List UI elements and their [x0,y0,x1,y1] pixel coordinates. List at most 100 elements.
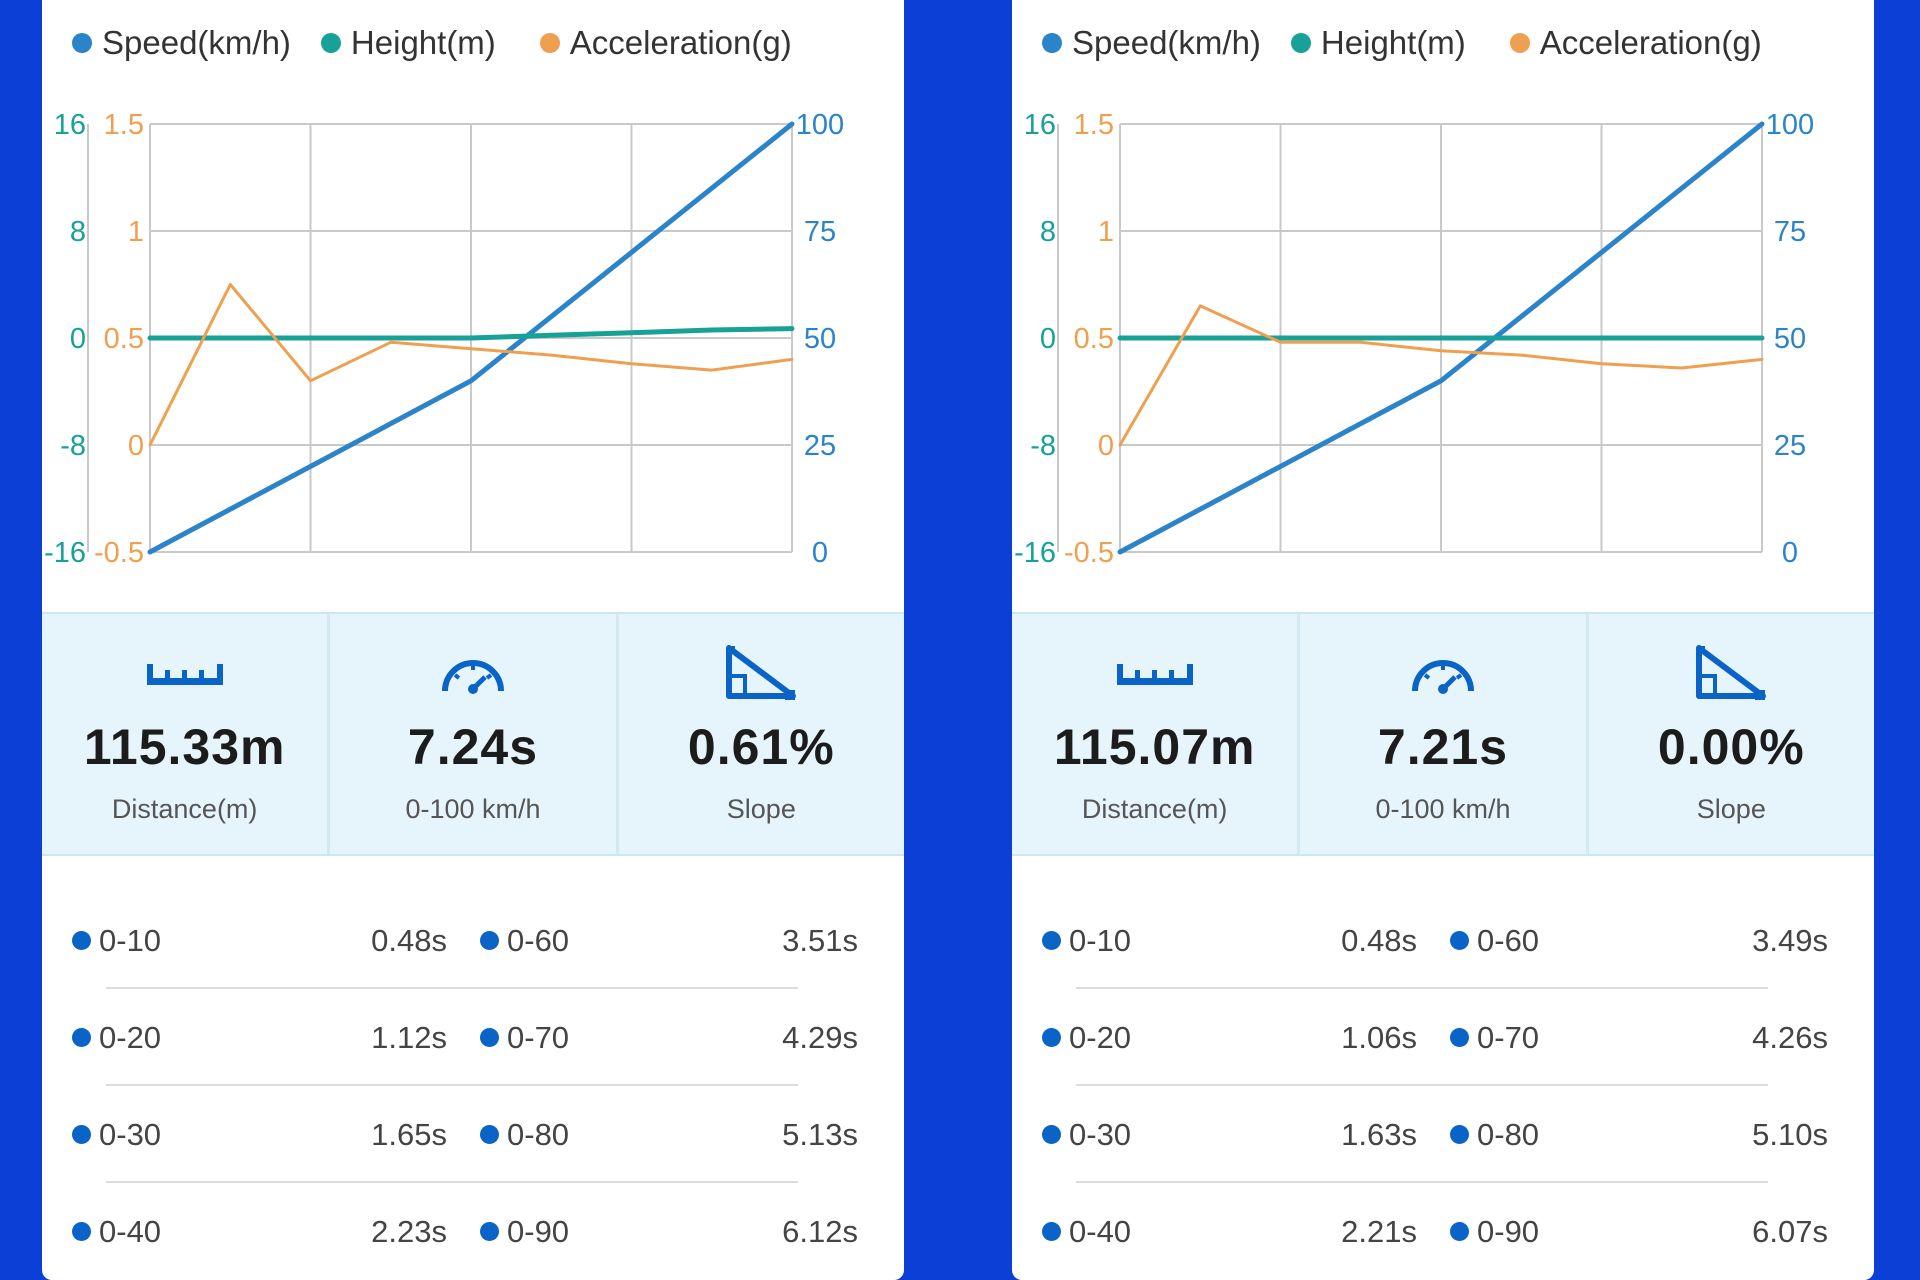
split-range: 0-60 [507,922,570,958]
split-bullet [1042,1222,1061,1241]
split-range: 0-40 [99,1213,162,1249]
split-cell: 0-70 4.29s [480,1020,858,1056]
legend-speed[interactable]: Speed(km/h) [1042,24,1261,62]
split-bullet [480,1125,499,1144]
split-bullet [1042,1125,1061,1144]
split-time: 3.49s [1752,922,1828,958]
split-bullet [1042,931,1061,950]
acceleration-tick-label: 0.5 [1074,323,1114,355]
acceleration-tick-label: -0.5 [1064,537,1114,569]
split-range: 0-10 [99,922,162,958]
split-bullet [480,1028,499,1047]
slope-triangle-icon [1695,642,1767,704]
split-cell: 0-10 0.48s [72,923,447,959]
split-cell: 0-30 1.63s [1042,1117,1417,1153]
legend-height[interactable]: Height(m) [320,24,496,62]
legend-acceleration-label: Acceleration(g) [1539,24,1762,61]
acceleration-tick-label: 0.5 [104,323,144,355]
speed-line [1117,121,1765,555]
speed-tick-label: 75 [1774,216,1806,248]
split-range: 0-70 [1477,1019,1540,1055]
acceleration-chart: 16 8 0 -8 -16 1.5 1 0.5 0 -0.5 100 75 50 25 0 [44,109,844,569]
acceleration-tick-label: -0.5 [94,537,144,569]
split-time: 1.06s [1341,1019,1417,1055]
split-time: 3.51s [782,922,858,958]
time-stat: 7.24s 0-100 km/h [330,614,619,854]
speed-tick-label: 75 [804,216,836,248]
split-time: 2.23s [371,1213,447,1249]
split-bullet [72,1125,91,1144]
height-line [147,326,795,341]
stats-bar: 115.07m Distance(m) 7.21s 0-100 km/h [1012,612,1874,856]
acceleration-tick-label: 0 [1098,430,1114,462]
speed-tick-label: 50 [1774,323,1806,355]
legend-acceleration-label: Acceleration(g) [569,24,792,61]
chart-legend: Speed(km/h) Height(m) Acceleration(g) [72,18,884,68]
acceleration-tick-label: 1.5 [104,109,144,141]
split-time: 5.13s [782,1116,858,1152]
acceleration-chart: 16 8 0 -8 -16 1.5 1 0.5 0 -0.5 100 75 50 25 0 [1014,109,1814,569]
speed-tick-label: 0 [1782,537,1798,569]
split-row: 0-40 2.21s 0-90 6.07s [1012,1183,1874,1280]
legend-acceleration[interactable]: Acceleration(g) [1509,24,1762,62]
legend-speed-label: Speed(km/h) [1072,24,1261,61]
time-value: 7.21s [1377,719,1509,775]
speed-tick-label: 100 [796,109,844,141]
split-cell: 0-60 3.49s [1450,923,1828,959]
split-times-list: 0-10 0.48s 0-60 3.51s 0-20 1.12s 0-70 4.… [42,892,904,1280]
slope-value: 0.00% [1657,719,1805,775]
speedometer-icon [1409,642,1477,704]
split-time: 4.26s [1752,1019,1828,1055]
height-legend-dot [320,33,341,53]
distance-value: 115.33m [83,719,286,775]
split-range: 0-90 [507,1213,570,1249]
split-cell: 0-90 6.12s [480,1214,858,1250]
split-cell: 0-30 1.65s [72,1117,447,1153]
split-row: 0-10 0.48s 0-60 3.51s [42,892,904,989]
split-cell: 0-80 5.10s [1450,1117,1828,1153]
distance-stat: 115.07m Distance(m) [1012,614,1301,854]
split-cell: 0-40 2.23s [72,1214,447,1250]
acceleration-tick-label: 0 [128,430,144,462]
split-cell: 0-20 1.12s [72,1020,447,1056]
split-time: 0.48s [371,922,447,958]
split-time: 1.12s [371,1019,447,1055]
slope-stat: 0.61% Slope [619,614,904,854]
legend-height[interactable]: Height(m) [1290,24,1466,62]
acceleration-tick-label: 1 [1098,216,1114,248]
split-time: 6.07s [1752,1213,1828,1249]
height-tick-label: -16 [1014,537,1056,569]
split-time: 1.63s [1341,1116,1417,1152]
split-range: 0-30 [1069,1116,1132,1152]
split-row: 0-20 1.12s 0-70 4.29s [42,989,904,1086]
split-range: 0-80 [1477,1116,1540,1152]
split-bullet [72,1222,91,1241]
split-time: 0.48s [1341,922,1417,958]
legend-speed[interactable]: Speed(km/h) [72,24,291,62]
height-tick-label: 0 [1040,323,1056,355]
split-cell: 0-20 1.06s [1042,1020,1417,1056]
distance-stat: 115.33m Distance(m) [42,614,331,854]
split-time: 5.10s [1752,1116,1828,1152]
legend-speed-label: Speed(km/h) [102,24,291,61]
split-range: 0-70 [507,1019,570,1055]
speed-legend-dot [72,33,92,53]
legend-acceleration[interactable]: Acceleration(g) [539,24,792,62]
ruler-icon [1115,642,1195,704]
speed-tick-label: 100 [1766,109,1814,141]
distance-value: 115.07m [1053,719,1256,775]
split-times-list: 0-10 0.48s 0-60 3.49s 0-20 1.06s 0-70 4.… [1012,892,1874,1280]
speed-tick-label: 25 [804,430,836,462]
acceleration-legend-dot [1509,33,1530,53]
split-cell: 0-80 5.13s [480,1117,858,1153]
ruler-icon [145,642,225,704]
split-time: 2.21s [1341,1213,1417,1249]
split-range: 0-80 [507,1116,570,1152]
result-panel-left: Speed(km/h) Height(m) Acceleration(g) 16… [42,0,904,1280]
speed-tick-label: 0 [812,537,828,569]
split-cell: 0-70 4.26s [1450,1020,1828,1056]
split-range: 0-10 [1069,922,1132,958]
height-tick-label: 16 [1024,109,1056,141]
height-tick-label: 8 [1040,216,1056,248]
split-cell: 0-60 3.51s [480,923,858,959]
